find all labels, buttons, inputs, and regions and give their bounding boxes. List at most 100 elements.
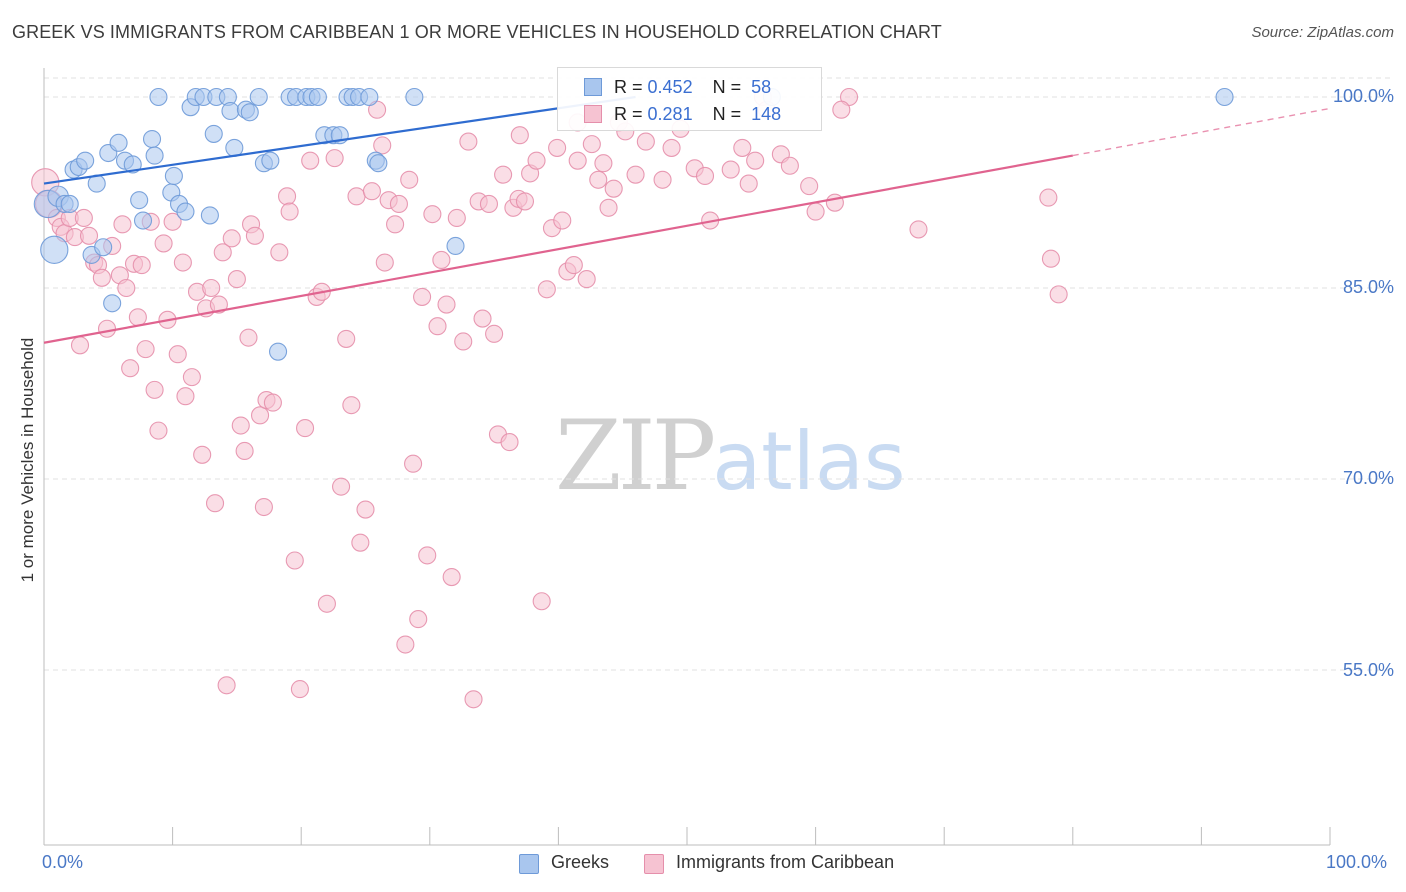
caribbean-point [599,198,618,217]
caribbean-point [254,497,273,517]
caribbean-point [285,551,304,570]
caribbean-point [1039,188,1058,207]
legend-r-value: 0.452 [647,77,693,97]
caribbean-point [662,138,681,157]
caribbean-point [604,179,623,198]
greek-point [123,155,142,174]
caribbean-point [582,135,601,154]
caribbean-point [653,170,672,189]
greek-point [221,101,240,121]
y-axis-label: 1 or more Vehicles in Household [18,337,37,583]
y-tick-label: 85.0% [1342,277,1394,297]
caribbean-point [548,138,567,157]
caribbean-point [145,380,164,399]
correlation-legend: R = 0.452 N = 58 R = 0.281 N = 148 [557,67,822,131]
caribbean-point [182,368,201,387]
caribbean-point [74,208,93,228]
caribbean-point [132,256,151,275]
caribbean-point [193,445,212,464]
caribbean-point [442,567,461,587]
caribbean-point [510,126,529,145]
caribbean-point [121,359,140,378]
caribbean-point [263,393,282,412]
caribbean-point [373,136,392,155]
caribbean-point [347,187,366,206]
caribbean-point [205,494,225,513]
caribbean-point [202,278,221,298]
caribbean-point [473,309,492,328]
legend-r-label: R = [614,104,643,124]
caribbean-point [209,295,228,314]
caribbean-point [332,477,351,496]
legend-swatch-pink [584,105,602,123]
y-tick-label: 70.0% [1342,468,1394,488]
caribbean-point [494,165,513,184]
greek-point [261,151,280,170]
caribbean-point [168,345,187,364]
caribbean-point [423,205,442,224]
caribbean-point [447,208,466,228]
caribbean-point [356,500,375,519]
caribbean-point [515,192,535,211]
caribbean-point [154,234,173,253]
greek-point [176,202,195,221]
caribbean-point [695,166,715,185]
legend-label-caribbean: Immigrants from Caribbean [676,852,895,872]
greek-point [360,87,379,107]
caribbean-point [217,676,236,695]
caribbean-point [362,182,381,201]
x-tick-label: 0.0% [42,852,84,872]
greek-point [164,166,183,185]
greek-point [204,124,223,143]
caribbean-point [301,151,320,170]
caribbean-point [532,592,551,611]
caribbean-point [136,340,155,359]
caribbean-point [589,170,608,189]
legend-swatch-blue [584,78,602,96]
caribbean-point [227,270,246,289]
greek-point [308,87,327,107]
caribbean-point [386,215,405,234]
legend-r-value: 0.281 [647,104,693,124]
x-tick-label: 100.0% [1326,852,1388,872]
caribbean-point [149,421,168,440]
caribbean-point [128,308,147,327]
caribbean-point [396,635,415,654]
caribbean-point [113,215,132,234]
caribbean-point [454,332,473,351]
greek-point [76,151,95,170]
legend-n-value: 58 [751,77,772,97]
caribbean-point [428,317,447,336]
caribbean-point [626,165,645,184]
caribbean-point [245,226,264,245]
caribbean-point [270,243,289,262]
greek-point [130,191,149,210]
caribbean-point [250,406,270,425]
greek-point [142,129,162,149]
caribbean-point [746,151,765,170]
caribbean-point [464,690,483,709]
greek-point [405,87,424,107]
caribbean-point [721,160,740,179]
caribbean-point [832,100,851,119]
caribbean-point [733,138,752,157]
caribbean-point [739,174,758,193]
caribbean-point [317,594,336,613]
caribbean-point [92,268,111,287]
greek-point [369,154,388,173]
legend-n-label: N = [712,104,742,124]
greek-point [1215,87,1234,107]
greek-point [103,294,122,313]
greek-point [94,238,113,257]
legend-swatch-caribbean [644,854,664,874]
caribbean-point [594,154,613,173]
greek-point [109,133,128,152]
caribbean-point [780,156,799,175]
caribbean-point [577,270,596,289]
greek-point [149,87,168,107]
legend-n-label: N = [712,77,742,97]
caribbean-point [1049,285,1068,304]
caribbean-point [375,253,394,272]
caribbean-point [163,212,182,231]
